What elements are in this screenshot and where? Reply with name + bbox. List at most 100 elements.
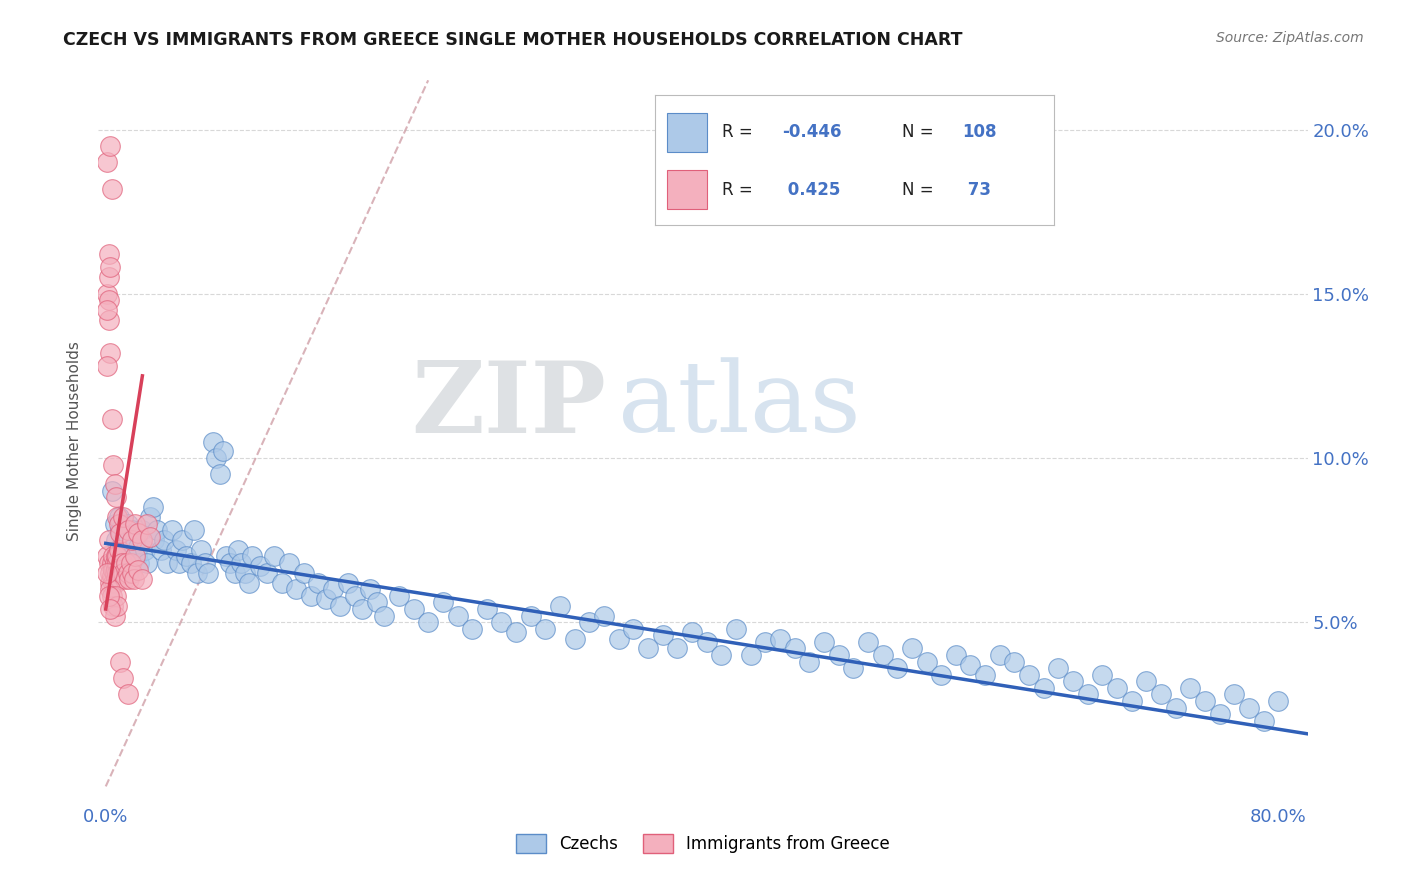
Point [98,139,121,153]
Point [1253,714,1275,728]
Point [97,533,120,547]
Point [299,589,322,603]
Point [204,450,226,465]
Point [103,477,125,491]
Point [578,615,600,630]
Point [97,270,120,285]
Point [121,566,143,580]
Point [915,655,938,669]
Point [418,615,440,630]
Point [886,661,908,675]
Point [115,530,138,544]
Point [505,625,527,640]
Point [373,608,395,623]
Point [114,573,136,587]
Point [366,595,388,609]
Point [97,589,120,603]
Point [1150,687,1173,701]
Point [98,582,121,597]
Point [153,533,176,547]
Point [127,526,149,541]
Point [131,533,153,547]
Point [534,622,557,636]
Point [278,556,301,570]
Point [98,575,121,590]
Point [135,556,157,570]
Point [475,602,498,616]
Text: ZIP: ZIP [412,357,606,454]
Point [180,556,202,570]
Point [111,556,134,570]
Point [101,563,124,577]
Point [118,573,141,587]
Point [110,523,132,537]
Point [117,516,139,531]
Point [105,533,128,547]
Point [98,346,121,360]
Point [96,303,118,318]
Point [621,622,644,636]
Point [100,569,122,583]
Point [329,599,352,613]
Point [117,687,139,701]
Point [114,546,136,560]
Point [813,635,835,649]
Point [710,648,733,662]
Point [959,657,981,672]
Point [100,411,122,425]
Point [97,247,120,261]
Point [105,491,128,505]
Text: Source: ZipAtlas.com: Source: ZipAtlas.com [1216,31,1364,45]
Point [100,589,122,603]
Point [97,293,120,308]
Point [842,661,865,675]
Point [110,526,132,541]
Point [1208,707,1230,722]
Point [197,566,219,580]
Point [194,556,217,570]
Point [127,563,149,577]
Point [696,635,718,649]
Point [143,533,166,547]
Point [1032,681,1054,695]
Point [117,523,139,537]
Point [263,549,285,564]
Point [176,549,198,564]
Point [107,556,129,570]
Point [872,648,894,662]
Point [315,592,337,607]
Point [1047,661,1070,675]
Point [97,556,120,570]
Point [1267,694,1289,708]
Point [201,434,224,449]
Point [107,599,129,613]
Point [1180,681,1202,695]
Point [359,582,381,597]
Point [111,556,134,570]
Point [160,523,183,537]
Point [974,667,997,681]
Text: CZECH VS IMMIGRANTS FROM GREECE SINGLE MOTHER HOUSEHOLDS CORRELATION CHART: CZECH VS IMMIGRANTS FROM GREECE SINGLE M… [63,31,963,49]
Point [1121,694,1143,708]
Point [156,556,179,570]
Point [125,549,148,564]
Point [138,530,160,544]
Point [101,599,124,613]
Point [105,573,128,587]
Point [122,540,145,554]
Point [121,533,143,547]
Point [226,542,249,557]
Point [322,582,344,597]
Point [1135,674,1157,689]
Point [103,575,125,590]
Point [637,641,659,656]
Point [108,510,131,524]
Point [186,566,208,580]
Point [1004,655,1026,669]
Point [98,602,121,616]
Point [754,635,776,649]
Point [593,608,616,623]
Point [491,615,513,630]
Point [115,556,138,570]
Point [446,608,468,623]
